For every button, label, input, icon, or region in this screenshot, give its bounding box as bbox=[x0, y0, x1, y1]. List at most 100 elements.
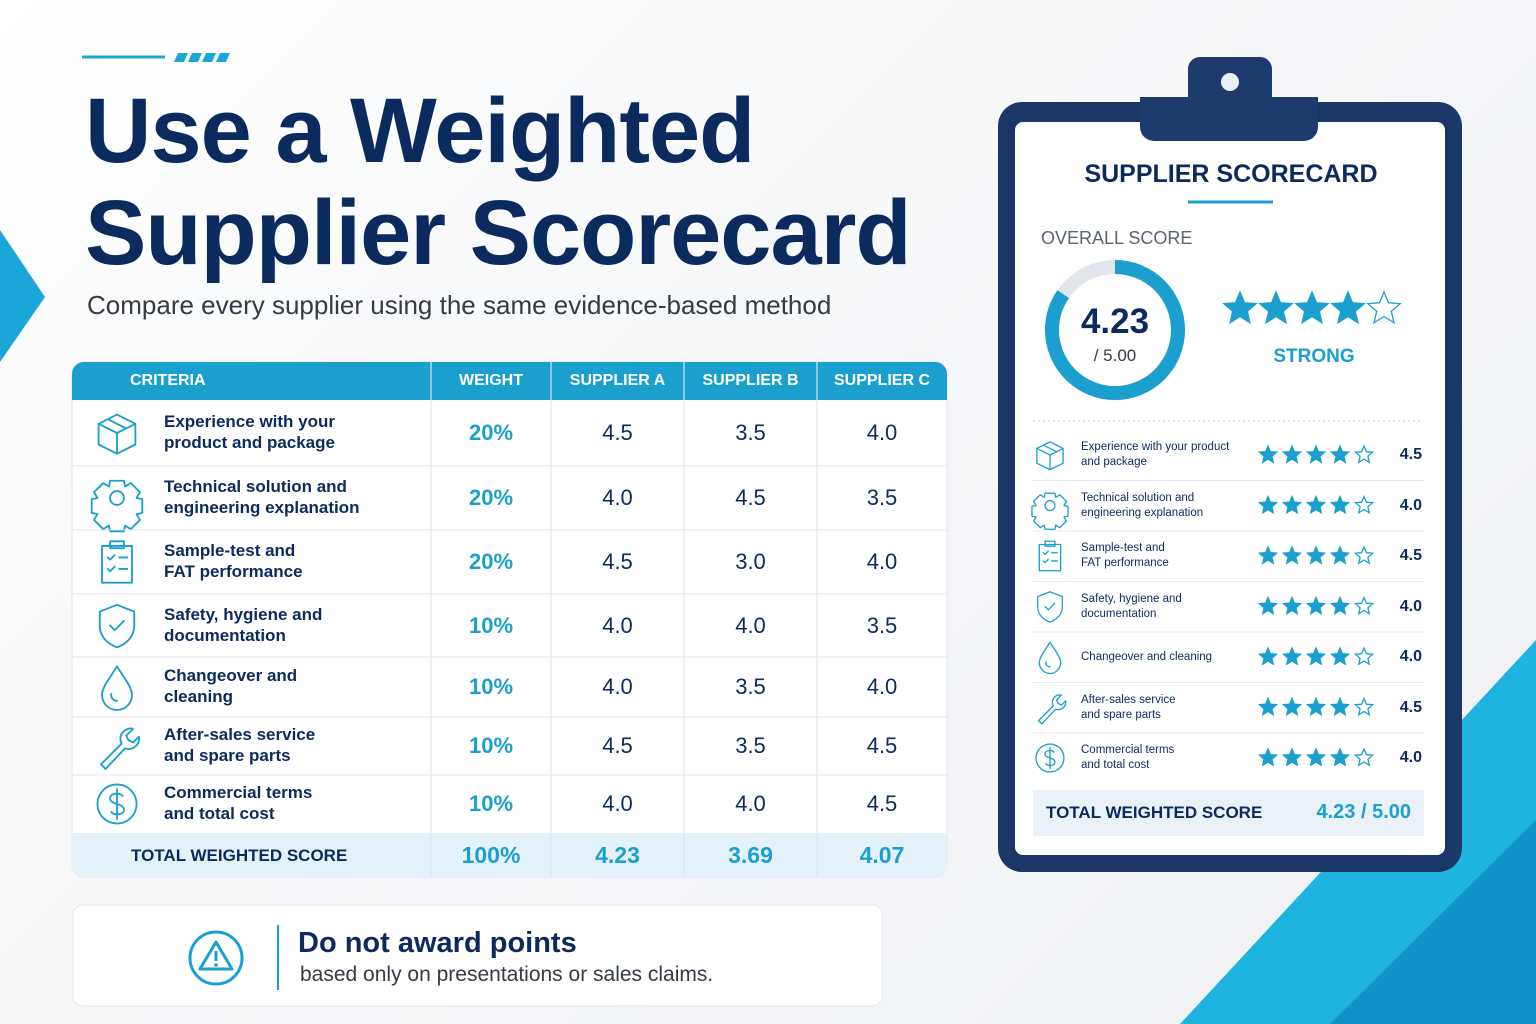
score-cell: 3.5 bbox=[866, 485, 898, 510]
icon bbox=[1037, 591, 1063, 623]
score-cell: 4.0 bbox=[602, 485, 633, 510]
star bbox=[1281, 545, 1303, 565]
column-header: WEIGHT bbox=[459, 372, 523, 389]
star bbox=[1257, 444, 1279, 464]
icon-path bbox=[1035, 743, 1065, 773]
star bbox=[1305, 747, 1327, 767]
score-cell: 3.5 bbox=[735, 420, 766, 445]
card-row-score: 4.5 bbox=[1399, 547, 1422, 564]
star bbox=[1329, 646, 1351, 666]
star bbox=[1281, 444, 1303, 464]
clip bbox=[1140, 57, 1318, 141]
column-header: SUPPLIER A bbox=[569, 372, 666, 389]
icon-path bbox=[99, 727, 140, 770]
criteria-label: Sample-test and FAT performance bbox=[164, 541, 303, 581]
star bbox=[1353, 646, 1375, 666]
score-cell: 4.0 bbox=[602, 674, 633, 699]
score-cell: 3.5 bbox=[735, 674, 766, 699]
table-total-bg bbox=[72, 833, 947, 877]
icon bbox=[1038, 540, 1062, 572]
score-cell: 4.0 bbox=[866, 420, 898, 445]
score-cell: 4.5 bbox=[602, 733, 633, 758]
weight-cell: 10% bbox=[468, 791, 514, 816]
total-cell: 3.69 bbox=[728, 842, 773, 868]
icon-path bbox=[101, 665, 133, 711]
weight-cell: 20% bbox=[468, 549, 514, 574]
subtitle: Compare every supplier using the same ev… bbox=[87, 290, 832, 320]
star bbox=[1281, 646, 1303, 666]
card-row-score: 4.5 bbox=[1399, 446, 1422, 463]
table-header-bg bbox=[72, 362, 947, 400]
card-title: SUPPLIER SCORECARD bbox=[1084, 160, 1378, 188]
icon-path bbox=[1037, 694, 1067, 725]
star bbox=[1305, 494, 1327, 515]
card-row-score: 4.0 bbox=[1399, 749, 1422, 766]
criteria-label: After-sales service and spare parts bbox=[164, 725, 316, 765]
icon-path bbox=[1031, 492, 1069, 530]
score-cell: 3.5 bbox=[735, 733, 766, 758]
icon bbox=[1038, 641, 1062, 674]
icon-path bbox=[1037, 591, 1063, 623]
score-cell: 4.0 bbox=[602, 791, 633, 816]
star bbox=[1329, 595, 1351, 616]
title: Use a Weighted Supplier Scorecard bbox=[85, 80, 912, 284]
icon bbox=[97, 413, 137, 455]
criteria-label: Changeover and cleaning bbox=[164, 666, 298, 706]
card-total-value: 4.23 / 5.00 bbox=[1316, 801, 1411, 823]
icon bbox=[96, 783, 138, 825]
star bbox=[1353, 696, 1375, 717]
star bbox=[1353, 747, 1375, 767]
star bbox=[1330, 290, 1366, 325]
score-cell: 4.0 bbox=[735, 791, 766, 816]
column-header: SUPPLIER B bbox=[702, 372, 799, 389]
card-row-score: 4.5 bbox=[1399, 698, 1422, 716]
card-row-score: 4.0 bbox=[1399, 496, 1422, 514]
star bbox=[1305, 646, 1327, 666]
column-header: CRITERIA bbox=[130, 372, 206, 389]
star bbox=[1258, 290, 1294, 325]
weight-cell: 20% bbox=[468, 420, 514, 445]
star bbox=[1281, 595, 1303, 616]
star bbox=[1257, 494, 1279, 515]
icon-path bbox=[1038, 540, 1062, 572]
star bbox=[1329, 747, 1351, 767]
card-row-label: After-sales service and spare parts bbox=[1081, 693, 1176, 721]
rating: STRONG bbox=[1273, 346, 1355, 367]
score-cell: 4.5 bbox=[866, 733, 898, 758]
score-cell: 3.5 bbox=[866, 612, 898, 638]
star bbox=[1353, 545, 1375, 565]
corner-accent-dark bbox=[1330, 820, 1536, 1024]
criteria-label: Experience with your product and package bbox=[164, 412, 335, 452]
star bbox=[1257, 646, 1279, 666]
weight-cell: 10% bbox=[468, 674, 514, 699]
star bbox=[1257, 545, 1279, 565]
icon bbox=[1037, 694, 1067, 725]
score-cell: 4.0 bbox=[735, 612, 766, 638]
score-cell: 4.0 bbox=[866, 549, 898, 574]
star bbox=[1353, 444, 1375, 464]
icon-path bbox=[1036, 441, 1064, 471]
star bbox=[1305, 595, 1327, 616]
left-accent bbox=[0, 230, 45, 362]
icon-path bbox=[90, 479, 144, 533]
star bbox=[1329, 545, 1351, 565]
star bbox=[1305, 696, 1327, 717]
star bbox=[1294, 290, 1330, 325]
icon-path bbox=[96, 783, 138, 825]
star bbox=[1257, 747, 1279, 767]
weight-cell: 10% bbox=[468, 612, 514, 638]
total-cell: 4.07 bbox=[859, 842, 905, 868]
score-cell: 4.0 bbox=[866, 674, 898, 699]
icon-path bbox=[101, 540, 133, 584]
icon bbox=[1035, 743, 1065, 773]
star bbox=[1281, 494, 1303, 515]
icon-path bbox=[97, 413, 137, 455]
star bbox=[1281, 696, 1303, 717]
total-label: TOTAL WEIGHTED SCORE bbox=[131, 846, 348, 865]
star bbox=[1257, 595, 1279, 616]
icon bbox=[101, 540, 133, 584]
score-cell: 4.5 bbox=[602, 549, 633, 574]
total-cell: 100% bbox=[461, 842, 521, 868]
card-total-label: TOTAL WEIGHTED SCORE bbox=[1046, 803, 1263, 822]
